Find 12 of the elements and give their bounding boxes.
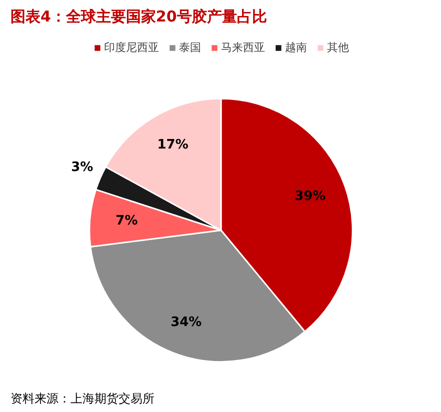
data-label: 34% — [170, 314, 202, 330]
legend-label: 马来西亚 — [221, 40, 265, 55]
legend-label: 越南 — [285, 40, 307, 55]
chart-title: 图表4：全球主要国家20号胶产量占比 — [10, 8, 267, 26]
legend-label: 其他 — [327, 40, 349, 55]
data-label: 17% — [157, 137, 188, 152]
legend-label: 印度尼西亚 — [104, 40, 159, 55]
text: 资料来源：上海期货交易所 — [10, 392, 154, 406]
data-label: 39% — [294, 189, 326, 204]
data-label: 3% — [71, 160, 94, 175]
data-label: 7% — [116, 213, 138, 228]
legend-label: 泰国 — [179, 40, 201, 55]
